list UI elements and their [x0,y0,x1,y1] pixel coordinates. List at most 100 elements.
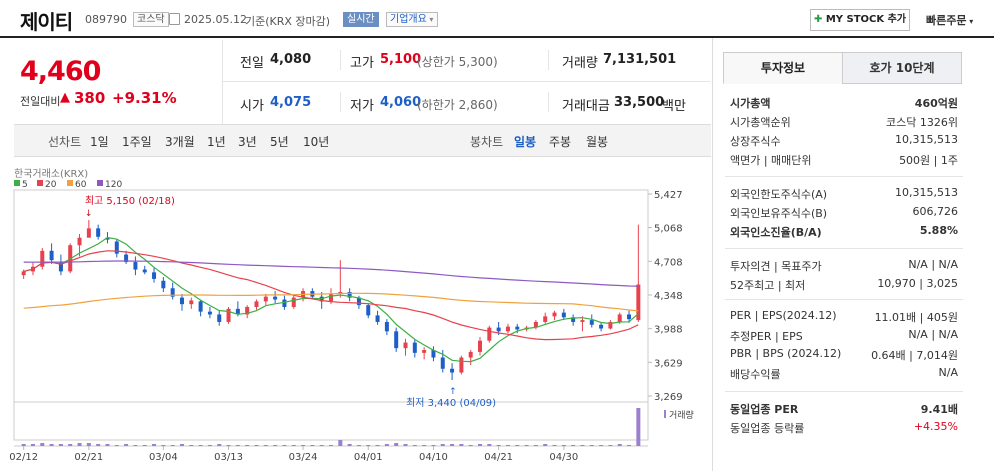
legend-label-120: 120 [105,180,122,190]
chart-frame [13,189,649,441]
y-tick-label: 4,348 [654,291,683,302]
volume-bar [114,445,119,446]
info-row: 투자의견 | 목표주가 N/A | N/A [730,258,958,274]
up-arrow-icon: ↑ [449,387,457,397]
period-1[interactable]: 1주일 [122,135,152,149]
stock-name: 제이티 [20,10,73,34]
info-value: 10,315,513 [895,186,958,199]
candle-body [599,324,604,329]
stock-chart[interactable]: 한국거래소(KRX)5 20 60 120 5,427 5,068 4,708 4,348 3,… [0,158,712,471]
period-5[interactable]: 5년 [270,135,289,149]
tab-order-book[interactable]: 호가 10단계 [842,52,962,84]
info-value: 500원 | 1주 [899,154,958,167]
ma120-line [23,260,639,287]
candle-body [487,327,492,341]
volume-bar [338,440,343,446]
volume-bar [533,445,538,446]
candle-body [571,317,576,322]
volume-bar [561,445,566,446]
period-3[interactable]: 1년 [207,135,226,149]
info-label: 외국인보유주식수(B) [730,207,828,220]
candle-body [533,321,538,328]
candle-body [245,306,250,315]
candle-body [459,357,464,373]
candle-body [40,250,45,267]
x-tick-label: 04/10 [419,452,448,463]
candle-body [170,288,175,297]
candle-body [384,321,389,332]
candle-body [561,312,566,318]
upper-limit: (상한가 5,300) [417,55,498,69]
candle-body [77,237,82,246]
volume-bar [422,445,427,446]
info-label: 시가총액순위 [730,116,791,129]
info-value: N/A | N/A [908,258,958,271]
x-tick-label: 03/13 [214,452,243,463]
candle-body [412,342,417,353]
info-label: 투자의견 | 목표주가 [730,260,822,273]
period-bar [14,124,711,157]
info-label: 52주최고 | 최저 [730,279,806,292]
volume-bar [571,445,576,446]
info-value: 9.41배 [920,403,958,416]
legend-swatch-120 [97,180,103,186]
candle-body [291,297,296,307]
volume-bar [263,445,268,446]
info-value: 0.64배 | 7,014원 [871,349,958,362]
candle-body [505,326,510,332]
down-arrow-icon: ↓ [85,209,93,219]
candle-body [21,271,26,276]
volume-bar [347,444,352,446]
info-label: 동일업종 등락률 [730,422,805,435]
info-row: 동일업종 등락률 +4.35% [730,420,958,436]
candle-body [189,300,194,305]
info-panel [712,38,994,471]
period-4[interactable]: 3년 [238,135,257,149]
x-tick-label: 02/21 [74,452,103,463]
volume-bar [515,445,520,446]
volume-bar [40,443,45,446]
prev-close-label: 전일 [240,56,264,71]
candle-body [580,320,585,322]
x-tick-label: 03/24 [289,452,318,463]
candle-period-1[interactable]: 주봉 [549,135,572,149]
volume-bar [58,444,63,446]
period-0[interactable]: 1일 [90,135,109,149]
info-row: 액면가 | 매매단위 500원 | 1주 [730,152,958,168]
mystock-add-button[interactable]: ✚ MY STOCK 추가 [810,9,910,31]
quick-order-button[interactable]: 빠른주문 ▾ [926,12,973,28]
volume-bar [543,444,548,446]
volume-bar [440,444,445,446]
volume-bar [319,445,324,446]
candle-body [329,293,333,302]
tab-investment-info[interactable]: 투자정보 [723,52,843,84]
period-2[interactable]: 3개월 [165,135,195,149]
divider [340,92,341,112]
exchange-label: 한국거래소(KRX) [14,168,88,180]
high-value: 5,100 [380,52,422,67]
candle-body [617,314,622,322]
high-label: 고가 [350,56,374,71]
candle-body [468,351,473,358]
volume-bar [245,445,250,446]
realtime-badge[interactable]: 실시간 [343,12,379,27]
volume-bar [580,445,585,446]
prev-close-value: 4,080 [270,52,312,67]
candle-body [356,297,361,306]
divider [340,50,341,70]
plus-icon: ✚ [813,14,826,25]
volume-bar [179,444,184,446]
info-label: PER | EPS(2024.12) [730,309,837,322]
company-overview-button[interactable]: 기업개요 ▾ [386,12,438,27]
candle-body [627,314,632,320]
period-6[interactable]: 10년 [303,135,330,149]
volume-bar [105,444,110,446]
candle-period-2[interactable]: 월봉 [586,135,609,149]
candle-period-0[interactable]: 일봉 [514,135,537,149]
volume-bar [505,445,510,446]
info-row: 배당수익률 N/A [730,366,958,382]
info-label: 액면가 | 매매단위 [730,154,812,167]
volume-label: 거래량 [562,56,598,71]
volume-bar [68,444,73,446]
volume-bar [77,443,82,446]
